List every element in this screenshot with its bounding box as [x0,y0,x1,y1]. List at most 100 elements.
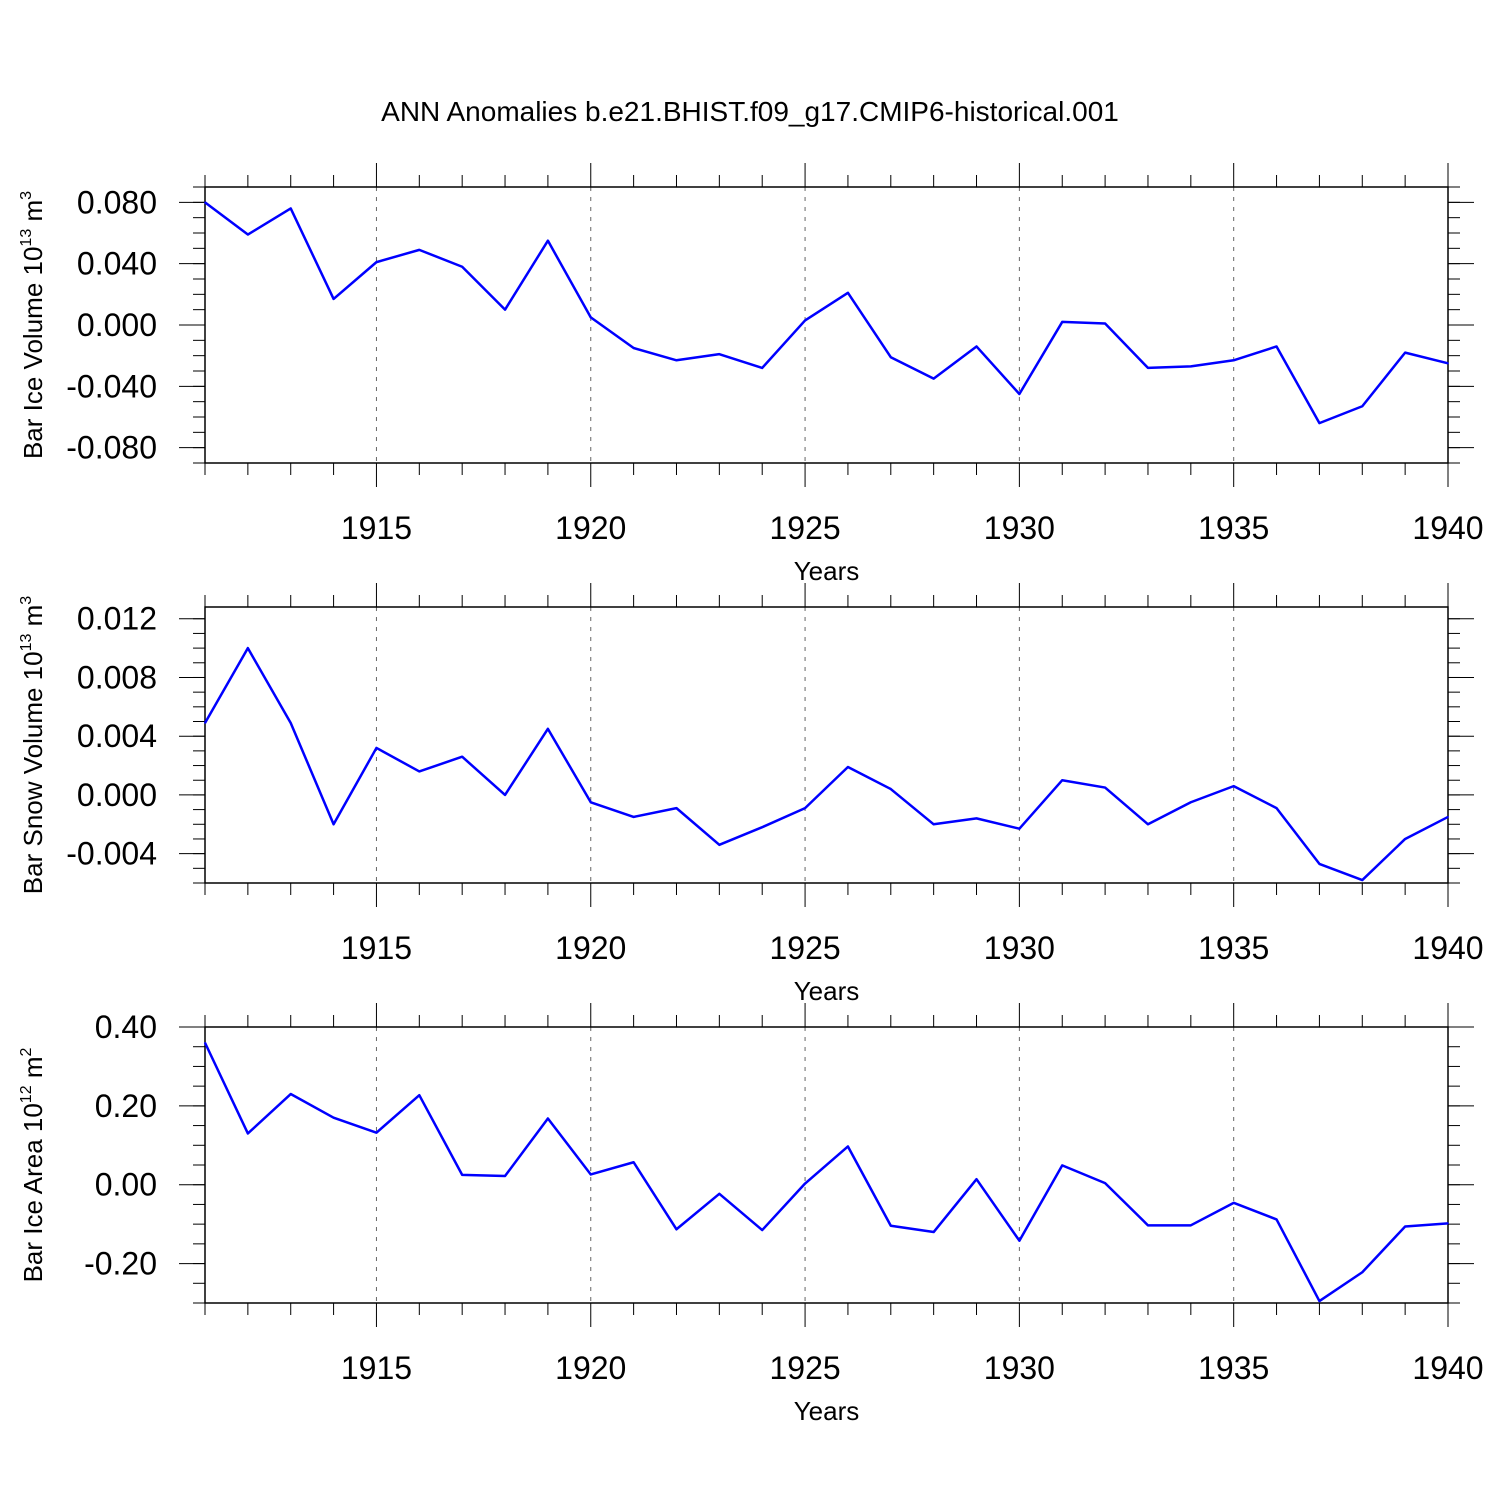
figure-title: ANN Anomalies b.e21.BHIST.f09_g17.CMIP6-… [381,96,1119,127]
x-tick-label: 1935 [1198,930,1269,966]
x-tick-label: 1940 [1412,1350,1483,1386]
data-point-1921 [632,816,635,818]
data-point-1939 [1404,838,1406,840]
data-point-1915 [375,1131,378,1134]
data-point-1921 [632,1161,635,1164]
series-line [204,201,1449,425]
x-tick-label: 1915 [341,510,412,546]
data-point-1920 [589,1173,592,1176]
y-tick-label: -0.040 [66,368,157,404]
data-point-1935 [1232,1202,1235,1204]
x-tick-label: 1915 [341,930,412,966]
data-point-1913 [289,1093,292,1095]
x-tick-label: 1935 [1198,510,1269,546]
data-point-1924 [761,367,764,369]
data-point-1933 [1147,1224,1149,1227]
y-tick-label: 0.004 [77,718,157,754]
y-tick-label: 0.00 [95,1167,157,1203]
data-point-1929 [975,817,978,820]
data-point-1914 [332,1116,335,1119]
data-point-1918 [504,794,506,796]
x-tick-label: 1930 [984,930,1055,966]
data-point-1918 [504,308,506,311]
plot-frame [204,186,1449,464]
data-point-1934 [1190,365,1192,368]
data-point-1934 [1190,1224,1192,1227]
data-point-1915 [375,747,378,749]
data-point-1936 [1275,807,1278,809]
data-point-1914 [332,298,335,300]
data-point-1932 [1104,1182,1106,1184]
y-tick-label: 0.000 [77,777,157,813]
data-point-1930 [1018,1239,1021,1242]
data-point-1940 [1447,816,1449,818]
x-tick-label: 1930 [984,1350,1055,1386]
data-point-1935 [1232,785,1235,787]
panel-snow-volume: 1915 1920 1925 1930 1935 1940 0.012 0.008 0.004 0… [18,583,1484,1006]
data-point-1931 [1061,321,1064,323]
plot-frame [204,606,1449,884]
data-point-1931 [1061,1164,1064,1167]
y-tick-label: 0.012 [77,601,157,637]
x-tick-label: 1920 [555,1350,626,1386]
y-tick-label: 0.080 [77,184,157,220]
data-point-1940 [1447,362,1449,365]
y-tick-label: 0.20 [95,1088,157,1124]
x-tick-label: 1915 [341,1350,412,1386]
y-axis-title: Bar Snow Volume 1013 m3 [18,596,48,895]
y-tick-label: -0.080 [66,430,157,466]
data-point-1912 [247,1132,249,1135]
x-tick-label: 1935 [1198,1350,1269,1386]
data-point-1917 [461,265,463,268]
data-point-1920 [589,801,592,804]
data-point-1926 [847,1145,849,1148]
data-point-1928 [932,1231,935,1233]
data-point-1911 [204,201,206,204]
x-axis-title: Years [794,976,860,1006]
data-point-1916 [418,1094,421,1097]
data-point-1929 [975,1178,978,1180]
data-point-1926 [847,766,849,768]
data-point-1916 [418,249,421,251]
data-point-1937 [1318,422,1321,424]
data-point-1936 [1275,345,1278,348]
data-point-1923 [718,1192,721,1195]
y-tick-label: 0.000 [77,307,157,343]
x-axis-title: Years [794,556,860,586]
y-tick-label: 0.008 [77,659,157,695]
series-line [203,1042,1449,1303]
data-point-1929 [975,345,978,348]
data-point-1925 [804,319,806,322]
data-point-1932 [1104,786,1106,789]
data-point-1916 [418,770,421,773]
y-axis-title: Bar Ice Area 1012 m2 [18,1047,48,1282]
data-point-1937 [1318,863,1321,865]
data-point-1922 [675,1228,678,1231]
data-point-1923 [718,353,721,355]
data-point-1940 [1447,1222,1449,1225]
y-axis-title: Bar Ice Volume 1013 m3 [18,191,48,459]
data-point-1924 [761,1229,764,1231]
data-point-1914 [332,823,335,826]
x-tick-label: 1940 [1412,510,1483,546]
data-point-1933 [1147,823,1149,826]
data-point-1936 [1275,1218,1278,1221]
data-point-1930 [1018,827,1021,830]
x-tick-label: 1930 [984,510,1055,546]
data-point-1938 [1361,879,1364,881]
data-point-1928 [932,823,935,826]
y-tick-label: 0.40 [95,1009,157,1045]
data-point-1938 [1361,1271,1364,1274]
data-point-1913 [289,207,292,210]
data-point-1934 [1190,801,1192,804]
y-tick-label: 0.040 [77,246,157,282]
data-point-1919 [547,239,549,242]
x-tick-label: 1920 [555,510,626,546]
data-point-1911 [204,722,206,724]
x-tick-label: 1925 [769,510,840,546]
data-point-1931 [1061,779,1064,782]
data-point-1921 [632,347,635,349]
y-tick-label: -0.004 [66,836,157,872]
data-point-1917 [461,1174,463,1176]
